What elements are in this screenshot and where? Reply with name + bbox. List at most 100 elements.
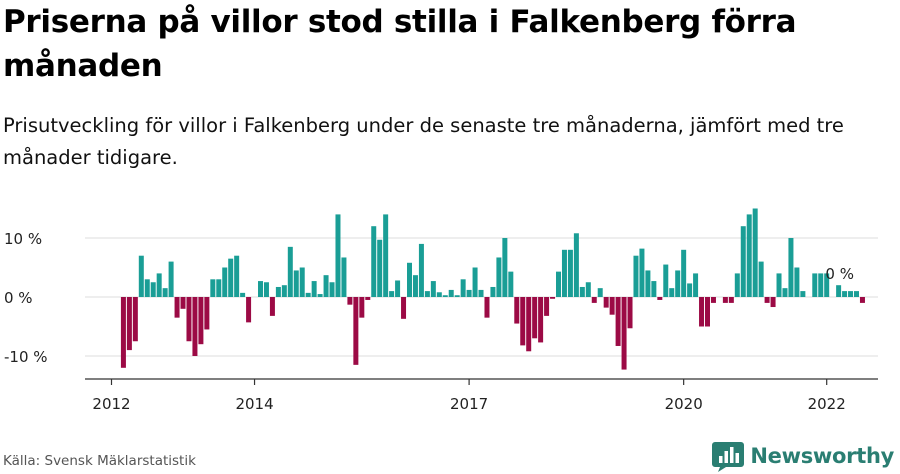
bar: [365, 297, 371, 300]
bar: [263, 282, 269, 297]
bar: [609, 297, 615, 315]
bar: [597, 288, 603, 297]
bar: [234, 255, 240, 297]
y-tick-label: -10 %: [4, 348, 48, 366]
bar: [687, 283, 693, 297]
x-tick-label: 2014: [235, 395, 273, 413]
bar: [323, 275, 329, 297]
bar: [579, 286, 585, 297]
bar: [532, 297, 538, 339]
bar: [460, 279, 466, 297]
bar: [156, 273, 162, 297]
bar: [496, 257, 502, 297]
bar: [567, 249, 573, 297]
bar: [812, 273, 818, 297]
bar: [842, 291, 848, 297]
bar: [204, 297, 210, 330]
bar: [478, 289, 484, 297]
bar: [722, 297, 728, 303]
bar: [293, 270, 299, 297]
bar: [472, 267, 478, 297]
bar: [246, 297, 252, 323]
bar: [669, 288, 675, 297]
bar: [299, 267, 305, 297]
bar: [818, 273, 824, 297]
bar: [329, 282, 335, 297]
bar: [603, 297, 609, 308]
bar: [675, 270, 681, 297]
bar: [275, 286, 281, 297]
bar: [490, 286, 496, 297]
bar: [341, 257, 347, 297]
bar: [645, 270, 651, 297]
bar: [442, 295, 448, 297]
bar: [800, 291, 806, 297]
bar: [836, 285, 842, 297]
bar: [418, 243, 424, 297]
bar: [389, 291, 395, 297]
bar: [150, 282, 156, 297]
bar: [550, 297, 556, 299]
y-tick-label: 0 %: [4, 289, 33, 307]
bar: [120, 297, 126, 368]
bar: [192, 297, 198, 356]
bar: [794, 267, 800, 297]
bar: [287, 246, 293, 297]
bar: [633, 255, 639, 297]
bar: [544, 297, 550, 316]
bar: [228, 258, 234, 297]
bar: [222, 267, 228, 297]
bar: [132, 297, 138, 342]
bar: [728, 297, 734, 303]
bar: [347, 297, 353, 305]
bar: [639, 248, 645, 297]
bar: [585, 282, 591, 297]
bar: [448, 289, 454, 297]
bar: [407, 262, 412, 297]
bar: [514, 297, 520, 324]
x-axis: [85, 378, 878, 385]
bar: [502, 238, 508, 297]
newsworthy-logo-icon: [712, 442, 745, 472]
bar: [556, 271, 561, 297]
bar: [144, 279, 150, 297]
bar: [484, 297, 490, 318]
bar: [782, 288, 788, 297]
x-tick-label: 2020: [665, 395, 703, 413]
brand-name: Newsworthy: [750, 444, 894, 468]
bar: [269, 297, 275, 316]
x-tick-label: 2017: [450, 395, 488, 413]
bar: [538, 297, 544, 343]
bar: [186, 297, 192, 342]
y-tick-label: 10 %: [4, 230, 42, 248]
axis-labels: 10 % 0 % -10 % 2012 2014 2017 2020 2022 0 %: [4, 230, 854, 413]
bar: [395, 280, 401, 297]
bar: [824, 273, 830, 297]
bar: [335, 214, 341, 297]
bar: [746, 214, 752, 297]
bar: [705, 297, 710, 327]
x-tick-label: 2012: [92, 395, 130, 413]
bar: [651, 281, 657, 297]
bar: [591, 297, 597, 303]
bar: [353, 297, 359, 365]
bar: [681, 249, 687, 297]
x-tick-label: 2022: [808, 395, 846, 413]
bar: [412, 275, 418, 297]
bar: [752, 208, 758, 297]
bar: [561, 249, 567, 297]
bar: [430, 281, 436, 297]
bar: [126, 297, 132, 351]
bar: [776, 273, 782, 297]
latest-value-annotation: 0 %: [825, 265, 854, 283]
source-note: Källa: Svensk Mäklarstatistik: [3, 453, 196, 469]
bar: [198, 297, 204, 345]
bar: [180, 297, 186, 309]
bar: [305, 292, 311, 297]
chart-subtitle: Prisutveckling för villor i Falkenberg u…: [3, 114, 844, 169]
bar: [699, 297, 705, 327]
bar: [466, 289, 472, 297]
bar: [627, 297, 633, 329]
bar: [216, 279, 222, 297]
bar: [377, 239, 383, 297]
